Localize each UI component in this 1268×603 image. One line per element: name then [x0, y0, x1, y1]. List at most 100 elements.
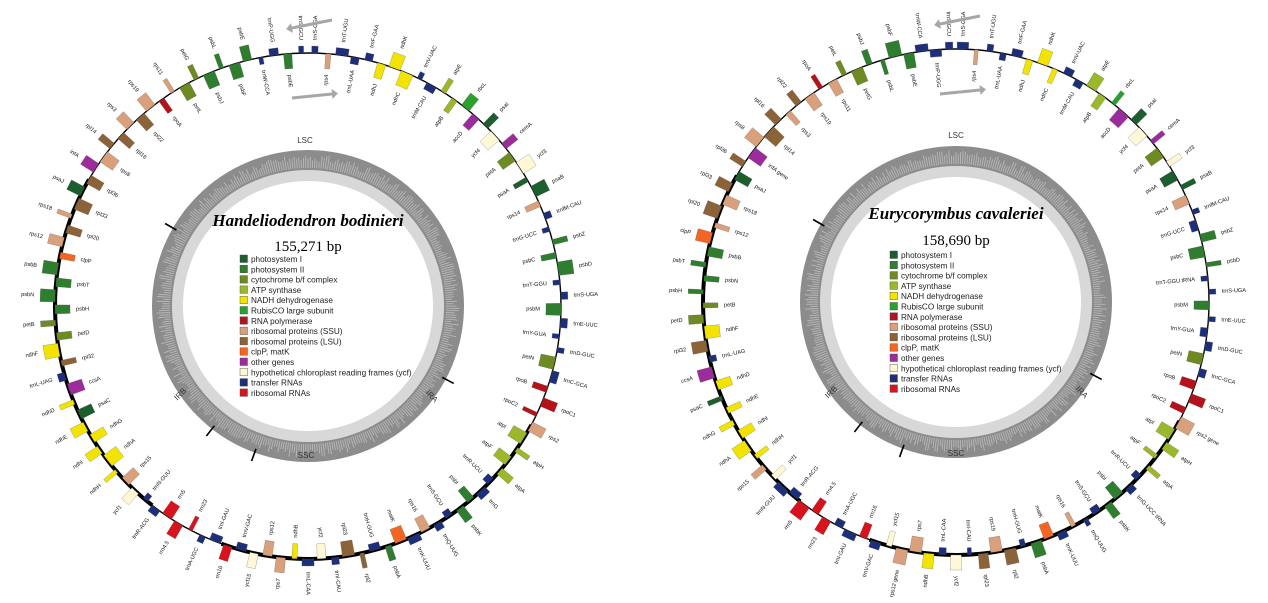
- legend-label-atp: ATP synthase: [901, 282, 952, 291]
- gc-content-tick: [430, 240, 437, 244]
- gene-block-trnfm-cau: [1191, 207, 1201, 215]
- gc-content-tick: [816, 352, 828, 358]
- gene-block-rpl22: [136, 113, 155, 132]
- gc-content-tick: [1077, 231, 1089, 238]
- gene-label: rpl36: [105, 188, 119, 199]
- gc-content-tick: [835, 379, 843, 385]
- gene-block-trns-gcu: [298, 45, 304, 54]
- gene-label: petN: [522, 353, 535, 362]
- gc-content-tick: [366, 173, 371, 182]
- gc-content-tick: [809, 316, 819, 319]
- gene-label: psbM: [1174, 302, 1188, 308]
- gc-content-tick: [807, 320, 820, 324]
- gc-content-tick: [287, 442, 290, 450]
- gc-content-tick: [962, 150, 964, 165]
- gene-block-trnl-uaa: [998, 52, 1007, 62]
- gc-content-tick: [859, 189, 867, 198]
- gene-block-ycf15: [886, 530, 896, 547]
- gc-content-tick: [821, 250, 828, 254]
- gc-content-tick: [1000, 432, 1004, 441]
- gc-content-tick: [283, 156, 287, 170]
- gc-content-tick: [812, 329, 821, 333]
- gc-content-tick: [1069, 379, 1078, 385]
- gc-content-tick: [163, 335, 174, 339]
- gc-content-tick: [1020, 173, 1025, 181]
- gc-content-tick: [820, 245, 829, 250]
- gc-content-tick: [188, 218, 197, 226]
- gc-content-tick: [867, 187, 872, 194]
- gene-block-rrn23: [814, 516, 831, 536]
- gc-content-tick: [208, 407, 216, 416]
- gc-content-tick: [1031, 178, 1038, 187]
- gc-content-tick: [831, 225, 839, 231]
- gene-block-trnl-uaa: [349, 56, 360, 66]
- gc-content-tick: [1085, 348, 1094, 352]
- gene-block-accd: [1109, 108, 1129, 129]
- gc-content-tick: [1045, 406, 1051, 413]
- gc-content-tick: [1018, 166, 1026, 180]
- gc-content-tick: [193, 208, 204, 217]
- gc-content-tick: [197, 400, 208, 411]
- gene-block-trni-cau: [331, 556, 340, 566]
- gc-content-tick: [165, 273, 174, 277]
- gene-label: trnV-UAC: [1071, 41, 1087, 65]
- gene-block-psbd: [557, 259, 575, 276]
- gc-content-tick: [914, 160, 918, 170]
- gene-label: psbT: [672, 257, 686, 265]
- gc-content-tick: [1040, 187, 1046, 194]
- gc-content-tick: [176, 233, 188, 240]
- gc-content-tick: [335, 159, 339, 171]
- gene-block-rpl36: [729, 152, 746, 167]
- gene-block-rrn4-5: [811, 497, 827, 515]
- gc-content-tick: [277, 161, 281, 171]
- gene-block-psbn: [39, 288, 56, 303]
- gc-content-tick: [270, 159, 275, 173]
- gc-content-tick: [415, 391, 424, 399]
- gc-content-tick: [428, 372, 441, 380]
- gene-block-trnn-guu: [773, 481, 789, 497]
- gc-content-tick: [1043, 408, 1050, 415]
- gc-content-tick: [162, 260, 177, 266]
- gc-content-tick: [1023, 421, 1031, 432]
- gc-content-tick: [816, 263, 824, 267]
- gene-block-atpe: [1086, 72, 1105, 92]
- gene-block-ndhd: [58, 399, 76, 411]
- gc-content-tick: [812, 331, 822, 335]
- gene-label: ndhF: [25, 351, 39, 359]
- gc-content-tick: [368, 173, 374, 183]
- gc-content-tick: [442, 270, 453, 275]
- gene-label: trnN-GUU: [152, 469, 173, 492]
- gc-content-tick: [932, 438, 935, 449]
- gene-block-atpb: [1090, 93, 1106, 111]
- gc-content-tick: [165, 352, 179, 358]
- gene-block-rps15: [121, 467, 140, 485]
- gc-content-tick: [198, 398, 207, 406]
- gc-content-tick: [1020, 423, 1027, 435]
- legend-label-rubisco: RubisCO large subunit: [901, 303, 984, 312]
- gene-label: psbK: [470, 524, 483, 538]
- gc-content-tick: [1060, 206, 1068, 213]
- gene-block-trnt-ggu-trna: [1200, 275, 1209, 282]
- gc-content-tick: [1084, 248, 1097, 254]
- gc-content-tick: [175, 362, 183, 366]
- gc-content-tick: [434, 247, 442, 252]
- gc-content-tick: [445, 314, 457, 316]
- gc-content-tick: [168, 265, 176, 268]
- gc-content-tick: [1090, 333, 1100, 337]
- gc-content-tick: [936, 438, 940, 453]
- gc-content-tick: [169, 350, 178, 354]
- gc-content-tick: [210, 198, 216, 205]
- gene-block-rps11: [162, 78, 175, 94]
- gene-block-ndhh: [754, 445, 770, 459]
- gc-content-tick: [348, 437, 351, 444]
- gc-content-tick: [813, 269, 822, 273]
- gc-content-tick: [842, 391, 852, 399]
- gene-block-trnf-gaa: [364, 52, 375, 62]
- gene-label: rps8: [733, 120, 745, 132]
- gene-block-psbh: [54, 304, 71, 314]
- gene-block-rps19: [804, 92, 823, 112]
- gc-content-tick: [227, 422, 235, 433]
- gene-block-trnd-guc: [556, 347, 565, 354]
- region-boundary-tick: [441, 376, 455, 385]
